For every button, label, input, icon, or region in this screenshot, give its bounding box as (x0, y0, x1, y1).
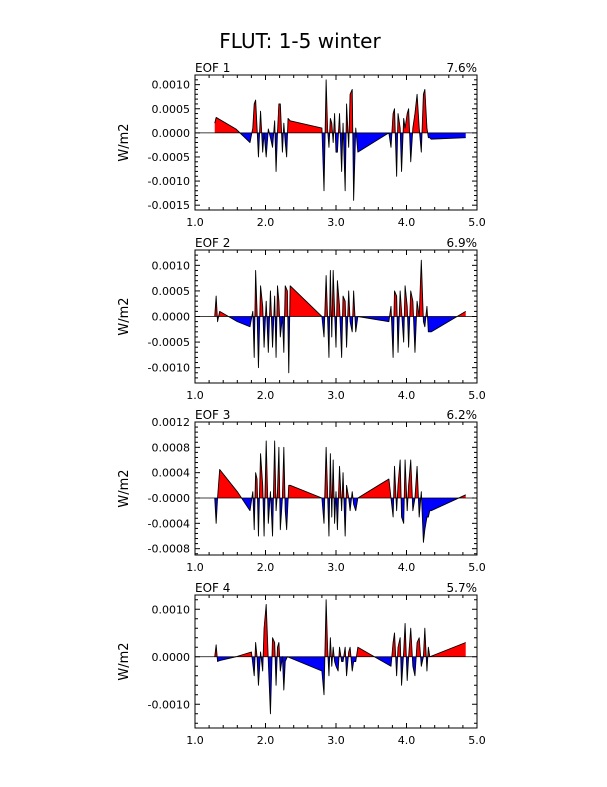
eof-panels: 1.0 2.0 3.0 4.0 5.0 0.0010 0.0005 0.0000 -0.0005… (117, 61, 486, 747)
variance-percent: 5.7% (447, 581, 478, 595)
x-tick-label: 1.0 (186, 734, 204, 747)
panel-title: EOF 4 (195, 581, 230, 595)
y-tick-label: 0.0004 (152, 467, 191, 480)
y-tick-label: -0.0010 (148, 698, 190, 711)
x-tick-label: 5.0 (468, 734, 486, 747)
variance-percent: 6.2% (447, 408, 478, 422)
x-tick-label: 1.0 (186, 561, 204, 574)
panel-title: EOF 1 (195, 61, 230, 75)
y-axis-label: W/m2 (117, 123, 132, 161)
y-tick-label: -0.0005 (148, 336, 190, 349)
panel-title: EOF 2 (195, 236, 230, 250)
x-tick-label: 3.0 (327, 216, 345, 229)
x-tick-label: 4.0 (398, 561, 416, 574)
x-tick-label: 2.0 (257, 561, 275, 574)
y-tick-label: 0.0012 (152, 416, 191, 429)
x-tick-label: 4.0 (398, 216, 416, 229)
series-line-1 (214, 79, 466, 201)
positive-area-1 (214, 79, 428, 133)
panel-title: EOF 3 (195, 408, 230, 422)
y-tick-label: 0.0000 (152, 651, 191, 664)
variance-percent: 6.9% (447, 236, 478, 250)
y-tick-label: -0.0005 (148, 151, 190, 164)
x-tick-label: 5.0 (468, 389, 486, 402)
x-tick-label: 5.0 (468, 561, 486, 574)
negative-area-3 (214, 498, 466, 543)
eof-panel-4: 1.0 2.0 3.0 4.0 5.0 0.0010 0.0000 -0.0010 W/m2 EO… (117, 581, 486, 747)
x-tick-label: 2.0 (257, 216, 275, 229)
x-tick-label: 4.0 (398, 734, 416, 747)
x-tick-label: 3.0 (327, 389, 345, 402)
x-tick-label: 1.0 (186, 216, 204, 229)
y-tick-label: 0.0008 (152, 441, 191, 454)
variance-percent: 7.6% (447, 61, 478, 75)
series-line-4 (214, 599, 466, 715)
x-tick-label: 3.0 (327, 561, 345, 574)
series-line-3 (214, 440, 466, 543)
y-axis-label: W/m2 (117, 642, 132, 680)
y-tick-label: 0.0010 (152, 79, 191, 92)
y-tick-label: 0.0010 (152, 603, 191, 616)
x-tick-label: 1.0 (186, 389, 204, 402)
y-tick-label: -0.0010 (148, 175, 190, 188)
plot-frame-3 (194, 421, 478, 556)
y-tick-label: -0.0004 (148, 517, 190, 530)
x-tick-label: 2.0 (257, 389, 275, 402)
eof-panel-3: 1.0 2.0 3.0 4.0 5.0 0.0012 0.0008 0.0004 -0.0000… (117, 408, 486, 574)
y-axis-label: W/m2 (117, 297, 132, 335)
y-tick-label: -0.0000 (148, 492, 190, 505)
x-tick-label: 5.0 (468, 216, 486, 229)
y-tick-label: 0.0010 (152, 259, 191, 272)
eof-panel-1: 1.0 2.0 3.0 4.0 5.0 0.0010 0.0005 0.0000 -0.0005… (117, 61, 486, 229)
eof-panel-2: 1.0 2.0 3.0 4.0 5.0 0.0010 0.0005 0.0000 -0.0005… (117, 236, 486, 402)
positive-area-4 (214, 599, 466, 657)
y-tick-label: 0.0000 (152, 127, 191, 140)
x-tick-label: 3.0 (327, 734, 345, 747)
y-tick-label: 0.0005 (152, 285, 191, 298)
figure-title: FLUT: 1-5 winter (219, 29, 381, 53)
y-tick-label: -0.0010 (148, 362, 190, 375)
y-tick-label: -0.0008 (148, 543, 190, 556)
y-tick-label: 0.0000 (152, 311, 191, 324)
x-tick-label: 2.0 (257, 734, 275, 747)
x-tick-label: 4.0 (398, 389, 416, 402)
y-tick-label: -0.0015 (148, 199, 190, 212)
y-tick-label: 0.0005 (152, 103, 191, 116)
series-line-2 (214, 259, 466, 374)
y-axis-label: W/m2 (117, 469, 132, 507)
